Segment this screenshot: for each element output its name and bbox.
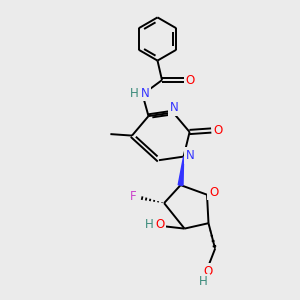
Text: N: N — [186, 149, 195, 162]
Text: H: H — [199, 275, 208, 288]
Text: O: O — [186, 74, 195, 87]
Text: N: N — [140, 86, 149, 100]
Text: O: O — [155, 218, 164, 232]
Text: N: N — [170, 101, 179, 114]
Text: F: F — [130, 190, 137, 203]
Text: O: O — [204, 265, 213, 278]
Text: H: H — [130, 86, 139, 100]
Polygon shape — [178, 157, 184, 185]
Text: O: O — [209, 186, 218, 199]
Text: H: H — [145, 218, 154, 232]
Text: O: O — [213, 124, 222, 137]
